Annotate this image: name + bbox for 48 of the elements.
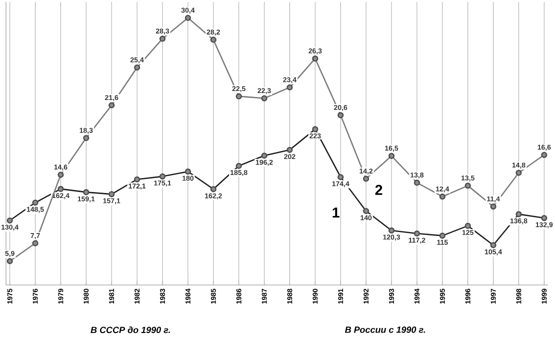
point bbox=[261, 95, 268, 102]
point bbox=[388, 227, 395, 234]
point bbox=[312, 126, 318, 132]
point bbox=[83, 189, 90, 196]
point bbox=[134, 64, 140, 71]
point bbox=[108, 102, 115, 108]
point bbox=[541, 214, 548, 222]
point bbox=[134, 176, 140, 182]
point bbox=[159, 173, 166, 180]
point bbox=[516, 211, 522, 218]
point bbox=[363, 176, 370, 182]
point bbox=[541, 152, 548, 158]
point bbox=[6, 258, 13, 264]
point bbox=[261, 152, 268, 159]
point bbox=[58, 172, 64, 178]
point bbox=[108, 191, 115, 198]
point bbox=[184, 14, 191, 21]
point bbox=[338, 174, 344, 180]
point bbox=[439, 232, 446, 239]
point bbox=[464, 182, 471, 189]
point bbox=[338, 112, 344, 118]
text: В СССР до 1990 г. bbox=[90, 326, 170, 334]
point bbox=[184, 168, 191, 175]
point bbox=[439, 194, 446, 200]
point bbox=[286, 84, 293, 90]
point bbox=[32, 240, 38, 246]
text: В России с 1990 г. bbox=[345, 326, 426, 333]
point bbox=[32, 200, 38, 206]
point bbox=[210, 36, 216, 43]
point bbox=[414, 230, 420, 237]
point bbox=[210, 186, 216, 192]
point bbox=[58, 186, 64, 192]
series-label: 1 bbox=[332, 208, 340, 218]
point bbox=[6, 217, 13, 224]
point bbox=[388, 152, 395, 159]
point bbox=[236, 162, 242, 169]
point bbox=[83, 134, 90, 142]
point bbox=[464, 222, 471, 229]
point bbox=[490, 203, 496, 210]
point bbox=[516, 170, 522, 176]
series-label: 2 bbox=[375, 184, 382, 195]
point bbox=[312, 56, 318, 62]
point bbox=[490, 242, 496, 248]
point bbox=[414, 180, 420, 186]
point bbox=[286, 146, 293, 153]
point bbox=[236, 93, 242, 100]
point bbox=[159, 36, 166, 42]
point bbox=[363, 208, 370, 214]
